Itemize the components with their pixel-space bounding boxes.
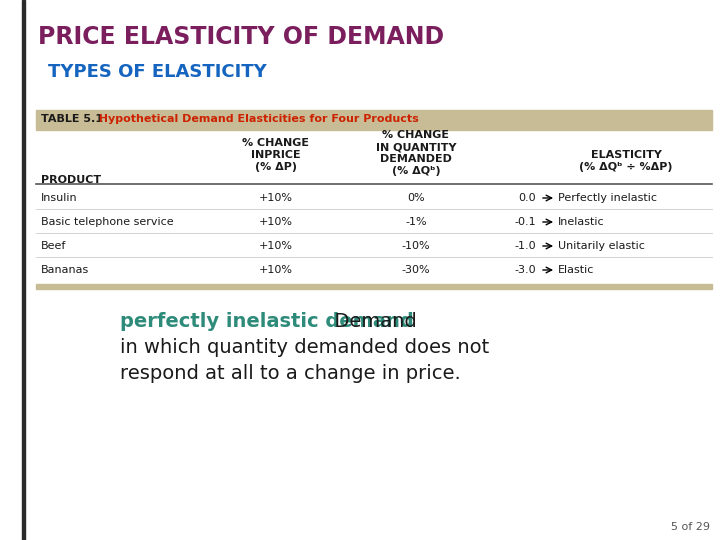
Text: (% ΔQᵇ ÷ %ΔP): (% ΔQᵇ ÷ %ΔP) — [580, 162, 672, 172]
Text: perfectly inelastic demand: perfectly inelastic demand — [120, 312, 414, 331]
Text: -1%: -1% — [405, 217, 427, 227]
Text: Perfectly inelastic: Perfectly inelastic — [558, 193, 657, 203]
Text: PRODUCT: PRODUCT — [41, 175, 101, 185]
Text: -1.0: -1.0 — [514, 241, 536, 251]
Text: Beef: Beef — [41, 241, 66, 251]
Text: -3.0: -3.0 — [514, 265, 536, 275]
Bar — [36, 284, 712, 289]
Text: -0.1: -0.1 — [514, 217, 536, 227]
Text: +10%: +10% — [259, 241, 293, 251]
Text: ELASTICITY: ELASTICITY — [590, 150, 662, 160]
Text: PRICE ELASTICITY OF DEMAND: PRICE ELASTICITY OF DEMAND — [38, 25, 444, 49]
Text: Elastic: Elastic — [558, 265, 595, 275]
Text: in which quantity demanded does not: in which quantity demanded does not — [120, 338, 490, 357]
Text: -30%: -30% — [402, 265, 431, 275]
Text: respond at all to a change in price.: respond at all to a change in price. — [120, 364, 461, 383]
Text: 0.0: 0.0 — [518, 193, 536, 203]
Text: TYPES OF ELASTICITY: TYPES OF ELASTICITY — [48, 63, 266, 81]
Bar — [36, 110, 712, 130]
Text: (% ΔQᵇ): (% ΔQᵇ) — [392, 166, 441, 176]
Text: Hypothetical Demand Elasticities for Four Products: Hypothetical Demand Elasticities for Fou… — [91, 113, 419, 124]
Text: 5 of 29: 5 of 29 — [671, 522, 710, 532]
Text: +10%: +10% — [259, 193, 293, 203]
Text: (% ΔP): (% ΔP) — [255, 162, 297, 172]
Text: Demand: Demand — [322, 312, 417, 331]
Text: TABLE 5.1: TABLE 5.1 — [41, 113, 103, 124]
Text: INPRICE: INPRICE — [251, 150, 301, 160]
Text: Basic telephone service: Basic telephone service — [41, 217, 174, 227]
Text: DEMANDED: DEMANDED — [380, 154, 452, 164]
Text: +10%: +10% — [259, 217, 293, 227]
Text: Inelastic: Inelastic — [558, 217, 605, 227]
Text: Insulin: Insulin — [41, 193, 78, 203]
Text: -10%: -10% — [402, 241, 431, 251]
Text: IN QUANTITY: IN QUANTITY — [376, 142, 456, 152]
Text: Bananas: Bananas — [41, 265, 89, 275]
Text: 0%: 0% — [408, 193, 425, 203]
Text: +10%: +10% — [259, 265, 293, 275]
Text: % CHANGE: % CHANGE — [382, 130, 449, 140]
Text: Unitarily elastic: Unitarily elastic — [558, 241, 645, 251]
Bar — [22, 0, 25, 540]
Text: % CHANGE: % CHANGE — [243, 138, 310, 148]
